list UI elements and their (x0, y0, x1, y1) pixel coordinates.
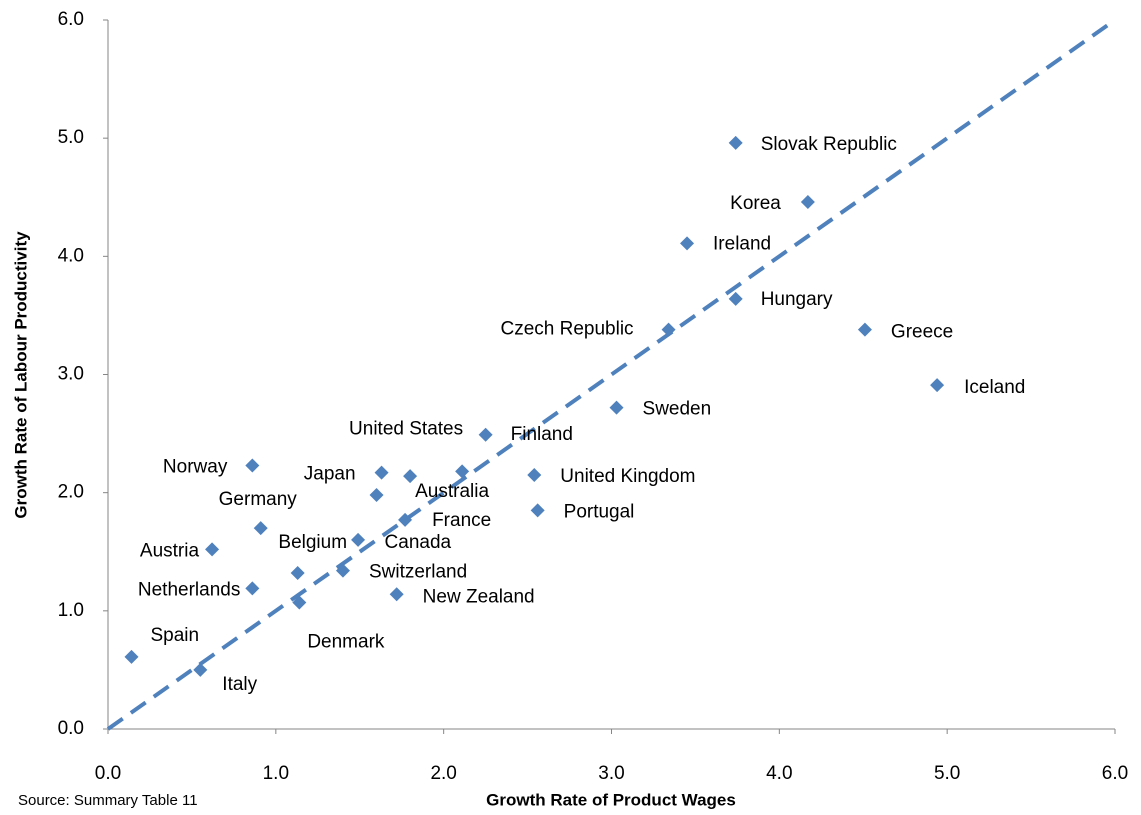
point (292, 595, 307, 610)
point-label: New Zealand (423, 586, 535, 607)
y-tick-label: 0.0 (58, 718, 84, 739)
point (205, 542, 220, 557)
point-label: Ireland (713, 233, 771, 254)
point-label: France (432, 510, 491, 531)
point-label: Canada (385, 532, 452, 553)
point-label: Iceland (964, 377, 1025, 398)
point (351, 532, 366, 547)
point (609, 400, 624, 415)
point-label: Greece (891, 322, 953, 343)
point-label: Hungary (761, 289, 833, 310)
point-label: Finland (511, 424, 573, 445)
point (530, 503, 545, 518)
point-label: Norway (163, 457, 228, 478)
point (193, 662, 208, 677)
point-label: Austria (140, 540, 200, 561)
point (680, 236, 695, 251)
y-tick-label: 3.0 (58, 364, 84, 385)
y-tick-label: 6.0 (58, 9, 84, 30)
x-tick-label: 4.0 (766, 763, 792, 784)
point (800, 194, 815, 209)
x-axis-title: Growth Rate of Product Wages (486, 790, 736, 809)
point (527, 467, 542, 482)
point (857, 322, 872, 337)
point-label: Germany (219, 489, 298, 510)
point (374, 465, 389, 480)
x-tick-label: 5.0 (934, 763, 960, 784)
point (290, 566, 305, 581)
x-tick-label: 0.0 (95, 763, 121, 784)
x-tick-label: 6.0 (1102, 763, 1128, 784)
point-label: Slovak Republic (761, 134, 897, 155)
point (455, 464, 470, 479)
x-tick-label: 1.0 (263, 763, 289, 784)
x-tick-label: 2.0 (430, 763, 456, 784)
point (389, 587, 404, 602)
point (245, 458, 260, 473)
point (478, 427, 493, 442)
y-axis-title: Growth Rate of Labour Productivity (11, 231, 30, 519)
trend-line (106, 18, 1117, 731)
point (335, 563, 350, 578)
y-tick-label: 2.0 (58, 482, 84, 503)
point (403, 469, 418, 484)
point-label: Korea (730, 193, 781, 214)
point-label: Portugal (564, 501, 635, 522)
point (398, 512, 413, 527)
y-tick-label: 5.0 (58, 127, 84, 148)
point (124, 649, 139, 664)
point (930, 378, 945, 393)
point (369, 488, 384, 503)
point (728, 291, 743, 306)
point (253, 521, 268, 536)
point-label: United Kingdom (560, 466, 695, 487)
point-label: Italy (222, 674, 257, 695)
point-label: Spain (150, 625, 199, 646)
point-label: Japan (304, 464, 356, 485)
point-label: Czech Republic (500, 319, 633, 340)
point (728, 135, 743, 150)
point (661, 322, 676, 337)
point-label: Australia (415, 481, 489, 502)
point-label: Netherlands (138, 579, 240, 600)
point-label: United States (349, 418, 463, 439)
point-label: Sweden (643, 399, 712, 420)
point-label: Switzerland (369, 562, 467, 583)
y-tick-label: 1.0 (58, 600, 84, 621)
point-label: Belgium (278, 532, 347, 553)
point-label: Denmark (307, 632, 385, 653)
point (245, 581, 260, 596)
y-tick-label: 4.0 (58, 245, 84, 266)
x-tick-label: 3.0 (598, 763, 624, 784)
source-note: Source: Summary Table 11 (18, 792, 198, 809)
